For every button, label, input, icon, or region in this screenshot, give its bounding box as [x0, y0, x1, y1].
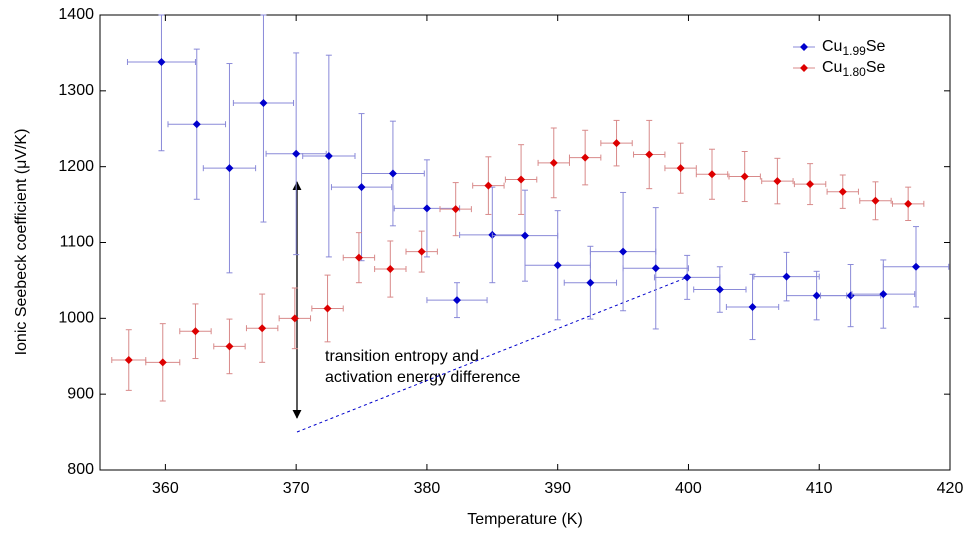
- point: [225, 342, 234, 351]
- x-tick-label: 400: [675, 480, 702, 497]
- point: [422, 204, 431, 213]
- point: [782, 272, 791, 281]
- point: [553, 261, 562, 270]
- x-tick-label: 420: [937, 480, 964, 497]
- point: [586, 278, 595, 287]
- point: [651, 264, 660, 273]
- x-tick-label: 360: [152, 480, 179, 497]
- point: [708, 170, 716, 179]
- point: [748, 302, 757, 311]
- point: [354, 253, 363, 262]
- point: [517, 175, 526, 184]
- point: [806, 180, 815, 189]
- point: [904, 199, 913, 208]
- legend-marker: [800, 43, 808, 51]
- point: [323, 304, 332, 313]
- y-tick-label: 1000: [58, 310, 94, 327]
- point: [871, 196, 880, 205]
- point: [683, 273, 692, 282]
- point: [451, 205, 460, 214]
- point: [715, 285, 724, 294]
- point: [259, 98, 268, 107]
- y-tick-label: 1400: [58, 6, 94, 23]
- point: [388, 169, 397, 178]
- annotation: transition entropy and: [325, 348, 479, 365]
- point: [290, 314, 299, 323]
- y-tick-label: 1100: [60, 234, 95, 251]
- x-tick-label: 410: [806, 480, 833, 497]
- y-tick-label: 800: [67, 461, 94, 478]
- error-bar: [232, 14, 295, 223]
- y-tick-label: 1200: [58, 158, 94, 175]
- point: [453, 296, 461, 305]
- x-axis-label: Temperature (K): [467, 511, 583, 528]
- point: [357, 183, 366, 192]
- point: [386, 265, 395, 274]
- point: [158, 358, 167, 367]
- point: [324, 152, 333, 161]
- point: [225, 164, 234, 173]
- x-tick-label: 380: [414, 480, 441, 497]
- point: [619, 247, 628, 256]
- point: [846, 291, 855, 300]
- point: [838, 187, 847, 196]
- point: [581, 153, 590, 162]
- point: [612, 139, 621, 148]
- annotation: activation energy difference: [325, 369, 520, 386]
- error-bar: [126, 14, 196, 152]
- x-tick-label: 390: [544, 480, 571, 497]
- point: [191, 327, 200, 336]
- point: [740, 172, 749, 181]
- y-axis-label: Ionic Seebeck coefficient (μV/K): [13, 129, 30, 356]
- point: [258, 324, 267, 333]
- legend-marker: [800, 64, 808, 72]
- legend-label: Cu1.80Se: [822, 59, 885, 79]
- point: [676, 164, 685, 173]
- x-tick-label: 370: [283, 480, 310, 497]
- point: [157, 58, 166, 67]
- point: [484, 181, 493, 190]
- legend-label: Cu1.99Se: [822, 38, 885, 58]
- point: [549, 158, 558, 167]
- point: [912, 262, 920, 271]
- point: [812, 291, 821, 300]
- point: [292, 149, 301, 158]
- point: [645, 150, 654, 159]
- point: [124, 356, 133, 365]
- point: [192, 120, 201, 129]
- point: [879, 290, 888, 299]
- point: [521, 231, 529, 240]
- y-tick-label: 900: [67, 385, 94, 402]
- point: [417, 247, 426, 256]
- point: [773, 177, 782, 186]
- y-tick-label: 1300: [58, 82, 94, 99]
